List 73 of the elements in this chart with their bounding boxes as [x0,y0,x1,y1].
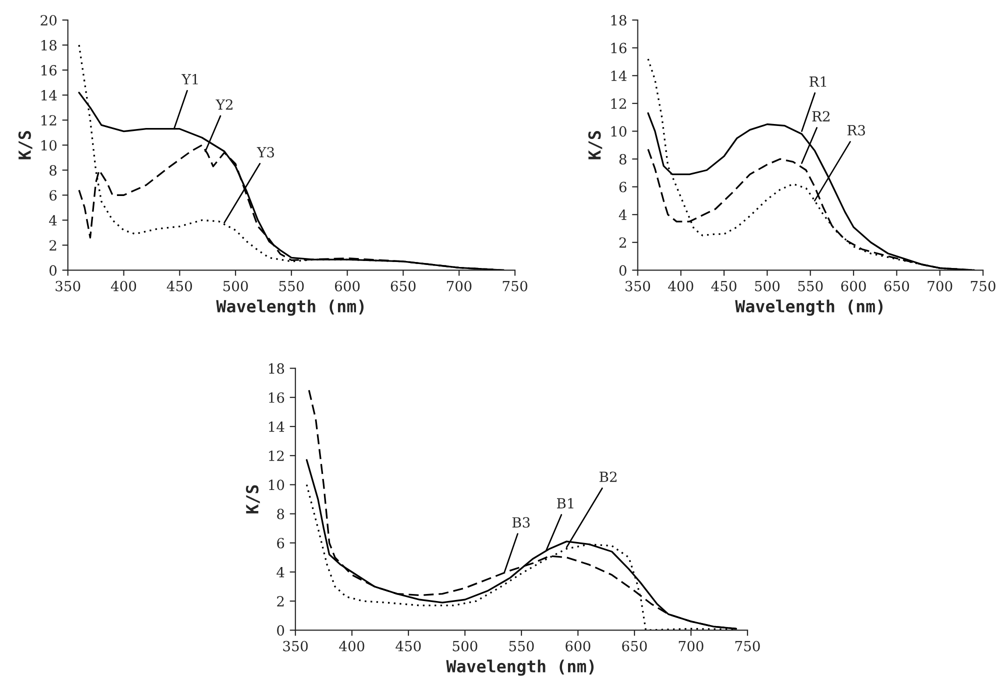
y-tick-label: 4 [49,215,57,226]
annotation: B1 [557,498,574,508]
x-tick-label: 450 [396,640,421,652]
x-tick-label: 550 [798,280,823,292]
x-tick-label: 750 [735,640,760,652]
y-tick-label: 16 [611,42,626,54]
x-tick-label: 600 [841,280,866,292]
y-tick-label: 14 [41,90,57,100]
x-tick-label: 450 [166,280,192,292]
y-tick-label: 0 [619,265,626,276]
x-tick-label: 750 [502,280,528,292]
y-tick-label: 8 [619,154,626,164]
x-tick-label: 350 [283,640,308,652]
y-tick-label: 4 [276,566,284,578]
y-tick-label: 6 [50,190,57,201]
annotation: B3 [512,517,530,528]
y-axis-title: K/S [246,485,260,514]
x-tick-label: 700 [678,640,704,652]
x-tick-label: 400 [110,280,136,292]
y-tick-label: 2 [277,596,284,606]
y-tick-label: 0 [277,625,284,636]
y-tick-label: 8 [50,165,57,176]
x-tick-label: 600 [566,640,590,652]
x-tick-label: 500 [223,280,248,292]
annotation: R2 [812,111,830,122]
x-tick-label: 400 [668,280,694,292]
x-tick-label: 450 [711,280,736,292]
y-tick-label: 4 [618,210,627,220]
x-tick-label: 500 [755,280,780,292]
x-tick-label: 350 [56,280,80,292]
x-tick-label: 650 [884,280,910,292]
x-tick-label: 400 [339,640,364,652]
x-tick-label: 650 [622,640,647,652]
y-tick-label: 18 [611,15,626,26]
y-tick-label: 16 [41,65,57,76]
y-tick-label: 10 [41,140,57,151]
annotation: Y2 [216,99,232,110]
x-tick-label: 600 [334,280,360,292]
y-tick-label: 6 [619,182,626,192]
annotation: Y3 [256,146,274,158]
y-tick-label: 18 [269,363,284,374]
annotation: R1 [810,76,826,87]
y-tick-label: 12 [611,98,626,109]
x-tick-label: 500 [452,640,478,652]
x-axis-title: Wavelength (nm) [446,660,594,676]
x-tick-label: 700 [928,280,952,292]
y-tick-label: 12 [269,450,284,461]
y-tick-label: 20 [40,15,57,26]
x-tick-label: 550 [279,280,304,292]
y-axis-title: K/S [18,131,32,160]
y-tick-label: 12 [41,115,56,126]
annotation: Y1 [182,74,198,84]
annotation: B2 [600,472,616,482]
y-tick-label: 16 [269,392,284,403]
y-tick-label: 8 [277,508,284,520]
x-tick-label: 700 [446,280,472,292]
y-tick-label: 10 [611,126,626,137]
y-tick-label: 10 [269,480,284,490]
y-tick-label: 14 [611,70,627,81]
x-tick-label: 350 [626,280,650,292]
y-tick-label: 0 [50,265,57,276]
x-tick-label: 750 [970,280,996,292]
y-tick-label: 18 [41,40,57,51]
y-axis-title: K/S [588,131,602,160]
y-tick-label: 14 [269,421,284,432]
y-tick-label: 2 [50,240,56,250]
x-axis-title: Wavelength (nm) [216,300,364,316]
x-axis-title: Wavelength (nm) [735,300,883,316]
y-tick-label: 6 [277,538,284,548]
x-tick-label: 650 [390,280,416,292]
annotation: R3 [847,125,865,136]
x-tick-label: 550 [509,640,534,652]
y-tick-label: 2 [619,237,626,248]
